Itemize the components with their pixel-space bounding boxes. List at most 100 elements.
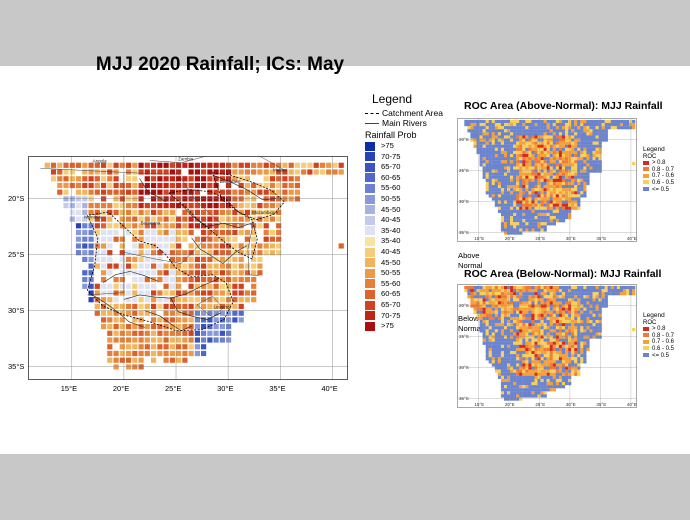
roc-legend-swatch — [643, 160, 649, 165]
legend-catchment: Catchment Area — [365, 108, 443, 118]
roc-legend-row: 0.8 - 0.7 — [643, 333, 674, 340]
legend-swatch — [365, 141, 375, 151]
roc-above-title: ROC Area (Above-Normal): MJJ Rainfall — [464, 100, 663, 112]
roc-legend-label: > 0.8 — [652, 326, 666, 333]
roc-below-map: 15°E 20°E 25°E 30°E 35°E 40°E 20°S 25°S 30°S 35°S — [457, 284, 637, 408]
legend-row-label: 65-70 — [381, 300, 401, 309]
roc-legend-swatch — [643, 339, 649, 344]
roc-legend-swatch — [643, 352, 649, 357]
legend-rivers: Main Rivers — [365, 118, 427, 128]
legend-row: 40-45 — [365, 215, 400, 226]
main-lon-tick: 40°E — [321, 384, 338, 393]
roc-legend-swatch — [643, 346, 649, 351]
place-label-lesotho: Lesotho — [214, 304, 231, 309]
roc-legend-row: 0.7 - 0.6 — [643, 173, 674, 180]
roc-lon-tick: 15°E — [474, 402, 484, 407]
roc-legend-label: 0.6 - 0.5 — [652, 345, 675, 352]
main-lon-tick: 35°E — [269, 384, 286, 393]
roc-legend-label: > 0.8 — [652, 160, 666, 167]
legend-row: 55-60 — [365, 279, 400, 290]
legend-swatch — [365, 311, 375, 321]
legend-swatch — [365, 258, 375, 268]
legend-row-label: 50-55 — [381, 268, 401, 278]
legend-swatch — [365, 173, 375, 183]
legend-row: 45-50 — [365, 205, 400, 216]
roc-lat-tick: 30°S — [459, 365, 469, 370]
roc-lon-tick: 40°E — [627, 236, 637, 241]
legend-swatch — [365, 268, 375, 278]
legend-row-label: 45-50 — [381, 204, 401, 214]
legend-swatch — [365, 300, 375, 310]
legend-row-label: 70-75 — [381, 310, 401, 320]
roc-legend-swatch — [643, 186, 649, 191]
legend-row-label: 60-65 — [381, 289, 401, 299]
legend-row: 70-75 — [365, 152, 400, 163]
main-lon-tick: 15°E — [60, 384, 78, 393]
legend-rainfall-prob-header: Rainfall Prob — [365, 130, 417, 140]
legend-row: 50-55 — [365, 268, 400, 279]
legend-row-label: >75 — [381, 321, 394, 331]
legend-row: >75 — [365, 141, 394, 152]
legend-swatch — [365, 194, 375, 204]
roc-legend-label: 0.6 - 0.5 — [652, 179, 675, 186]
legend-row-label: 35-40 — [381, 236, 401, 246]
legend-row-label: 40-45 — [381, 247, 401, 256]
roc-lat-tick: 35°S — [459, 396, 469, 401]
legend-swatch — [365, 162, 375, 172]
roc-above-map: 15°E 20°E 25°E 30°E 35°E 40°E 20°S 25°S 30°S 35°S — [457, 118, 637, 242]
legend-row: 45-50 — [365, 258, 400, 269]
roc-legend-swatch — [643, 333, 649, 338]
roc-lat-tick: 30°S — [459, 199, 469, 204]
above-normal-line1: Above — [458, 251, 480, 260]
legend-swatch — [365, 247, 375, 257]
main-legend-title: Legend — [372, 92, 413, 106]
roc-legend-row: > 0.8 — [643, 326, 674, 333]
roc-lat-tick: 25°S — [459, 168, 469, 173]
roc-legend-label: 0.7 - 0.6 — [652, 173, 675, 180]
above-normal-label: Above Normal — [458, 251, 482, 271]
legend-swatch — [365, 205, 375, 215]
legend-row: 60-65 — [365, 173, 400, 184]
place-label-botswana: Botswana — [141, 220, 161, 225]
roc-lat-tick: 20°S — [459, 303, 469, 308]
roc-legend-swatch — [643, 326, 649, 331]
legend-row-label: 50-55 — [381, 194, 401, 203]
legend-swatch — [365, 236, 375, 246]
legend-row-label: 65-70 — [381, 162, 401, 172]
roc-below-legend: Legend ROC > 0.8 0.8 - 0.7 0.7 - 0.6 0.6 - 0.… — [643, 312, 675, 360]
roc-legend-label: <= 0.5 — [652, 352, 670, 359]
legend-swatch — [365, 215, 375, 225]
roc-lon-tick: 20°E — [505, 402, 515, 407]
roc-lon-tick: 25°E — [535, 236, 545, 241]
roc-lon-tick: 30°E — [566, 236, 576, 241]
roc-legend-row: <= 0.5 — [643, 353, 674, 360]
roc-lat-tick: 35°S — [459, 230, 469, 235]
roc-legend-row: 0.8 - 0.7 — [643, 167, 674, 174]
legend-row: 65-70 — [365, 300, 400, 311]
roc-legend-swatch — [643, 173, 649, 178]
roc-legend-swatch — [643, 180, 649, 185]
legend-row: 35-40 — [365, 226, 400, 237]
legend-row-label: 70-75 — [381, 151, 401, 161]
roc-lon-tick: 40°E — [627, 402, 637, 407]
main-lon-tick: 20°E — [112, 384, 130, 393]
main-lat-tick: 20°S — [8, 193, 25, 203]
legend-rivers-label: Main Rivers — [382, 118, 427, 128]
legend-row-label: 55-60 — [381, 278, 401, 288]
legend-row: 35-40 — [365, 236, 400, 247]
above-normal-line2: Normal — [458, 261, 483, 270]
roc-legend-title: Legend — [643, 312, 665, 319]
roc-lon-tick: 20°E — [505, 236, 515, 241]
roc-legend-label: <= 0.5 — [652, 186, 670, 193]
legend-swatch — [365, 289, 375, 299]
roc-lon-tick: 15°E — [474, 236, 484, 241]
main-lon-tick: 25°E — [165, 384, 182, 393]
roc-legend-label: 0.8 - 0.7 — [652, 166, 675, 173]
legend-row: 60-65 — [365, 289, 400, 300]
legend-row-label: 60-65 — [381, 172, 401, 182]
roc-legend-row: > 0.8 — [643, 160, 674, 167]
place-label-malawi: Malawi — [273, 168, 287, 173]
main-map-title: MJJ 2020 Rainfall; ICs: May — [95, 54, 345, 75]
legend-swatch — [365, 226, 375, 236]
legend-swatch — [365, 183, 375, 193]
